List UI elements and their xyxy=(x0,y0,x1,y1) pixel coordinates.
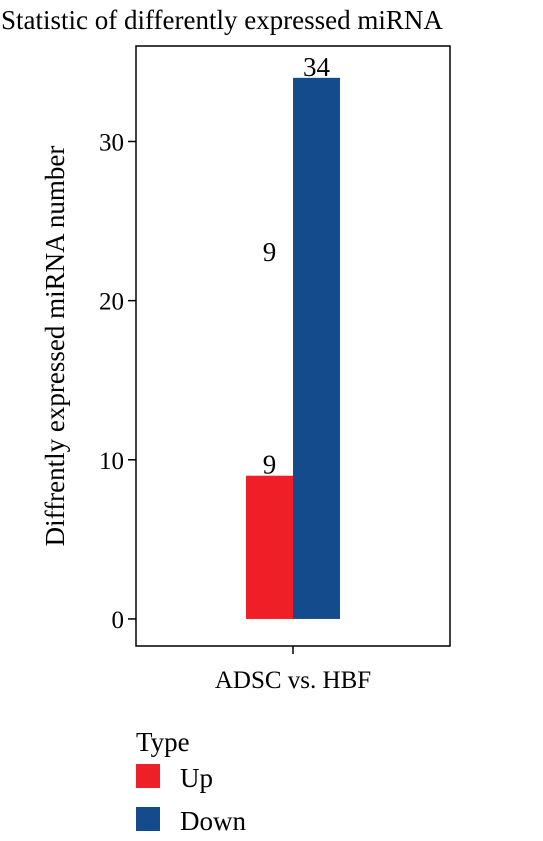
chart-title: Statistic of differently expressed miRNA xyxy=(1,5,443,35)
legend-label-up: Up xyxy=(180,763,213,793)
x-tick-label: ADSC vs. HBF xyxy=(215,667,371,694)
y-tick-label: 0 xyxy=(112,607,125,634)
legend-items: Up Down xyxy=(136,763,246,836)
bars xyxy=(246,77,340,619)
bar-labels: 9 34 9 xyxy=(263,52,331,480)
x-axis-ticks: ADSC vs. HBF xyxy=(215,646,371,694)
legend-swatch-down xyxy=(136,807,160,831)
data-label-down: 34 xyxy=(303,52,331,82)
legend-swatch-up xyxy=(136,764,160,788)
legend: Type Up Down xyxy=(136,727,246,836)
y-axis-ticks: 0 10 20 30 xyxy=(99,129,136,634)
data-label-up: 9 xyxy=(263,450,277,480)
y-tick-label: 30 xyxy=(99,129,124,156)
bar-down xyxy=(293,77,340,619)
y-axis-label: Diffrently expressed miRNA number xyxy=(40,146,70,547)
stray-data-label: 9 xyxy=(263,237,277,267)
plot-area: 9 34 9 0 10 20 30 ADSC vs. HBF xyxy=(99,45,451,694)
legend-title: Type xyxy=(136,727,190,757)
bar-up xyxy=(246,475,293,619)
legend-label-down: Down xyxy=(180,806,246,836)
y-tick-label: 10 xyxy=(99,448,124,475)
y-tick-label: 20 xyxy=(99,289,124,316)
